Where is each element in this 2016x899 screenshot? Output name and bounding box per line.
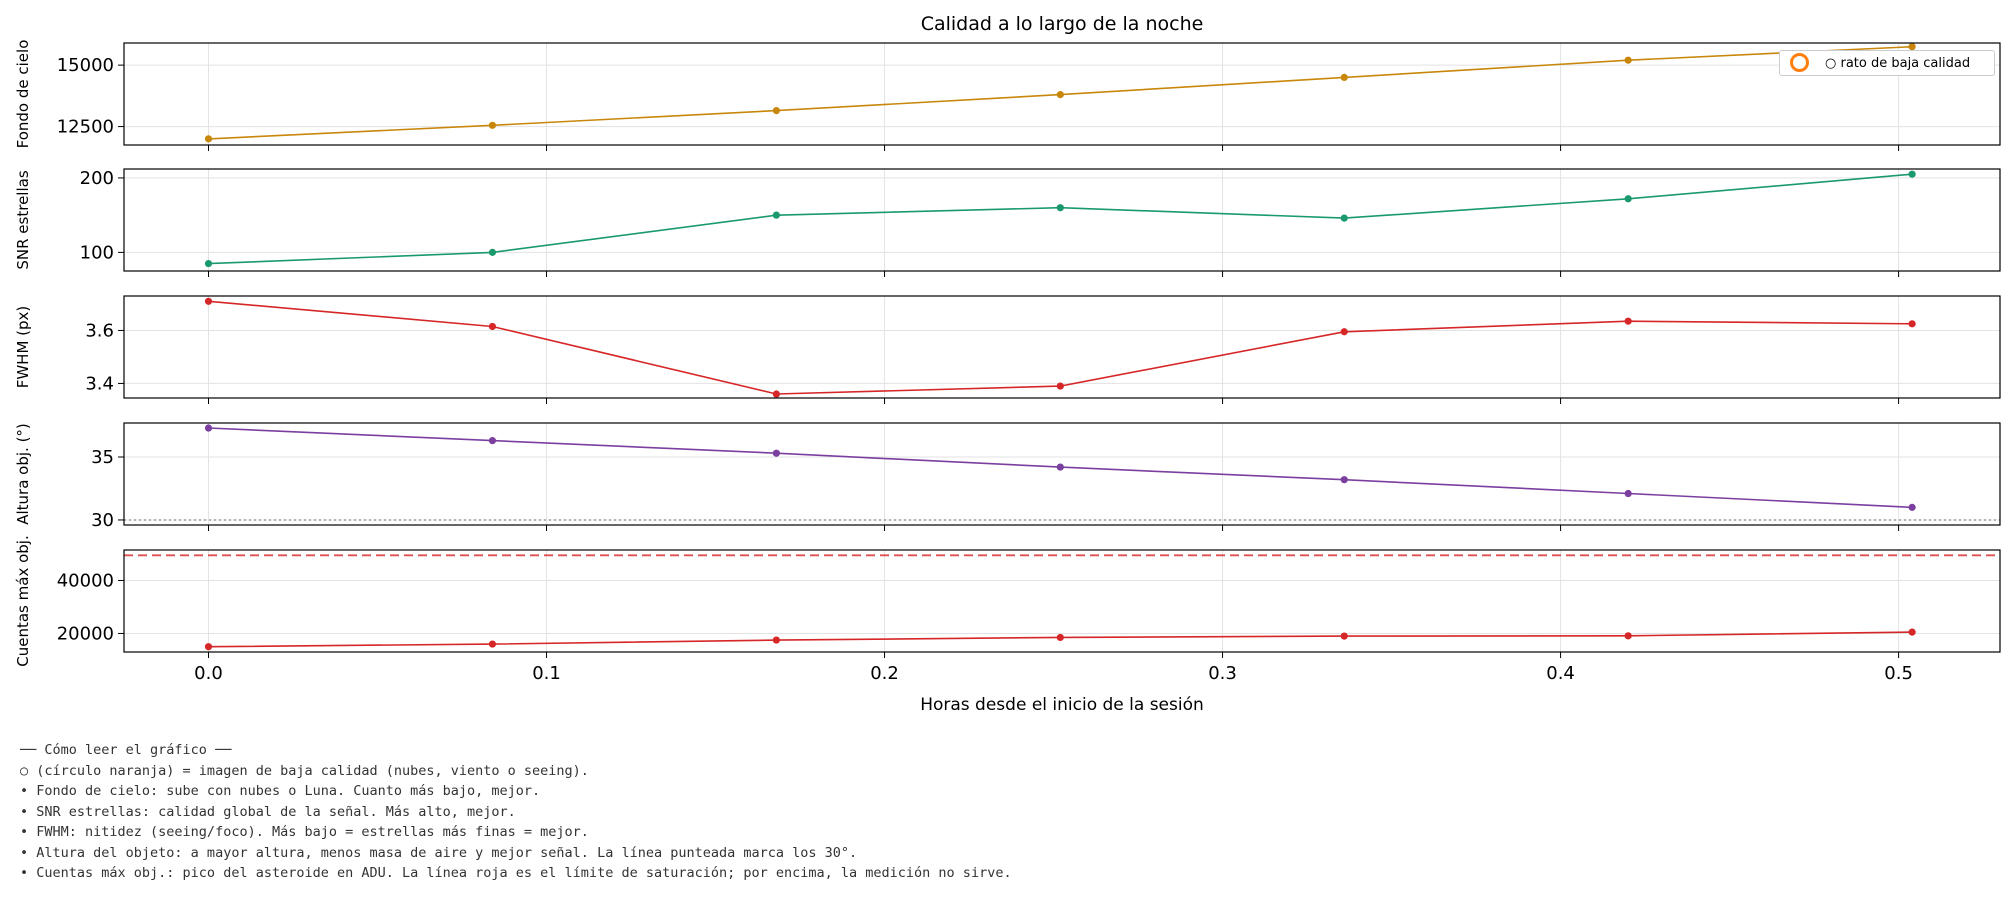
y-axis-label: FWHM (px) (14, 306, 32, 389)
data-point (1056, 463, 1064, 471)
panel-frame (123, 422, 2001, 526)
x-tick-label: 0.3 (1208, 663, 1237, 684)
reading-guide-line: • Cuentas máx obj.: pico del asteroide e… (20, 865, 1012, 881)
panel-3: 3.4 3.6 FWHM (px) (14, 295, 2001, 404)
data-point (204, 297, 213, 305)
x-tick-label: 0.1 (532, 663, 561, 684)
data-point (772, 449, 780, 457)
x-axis-label: Horas desde el inicio de la sesión (920, 695, 1204, 715)
y-axis-label: Altura obj. (°) (14, 423, 32, 525)
y-tick-label: 30 (91, 510, 114, 531)
series-line (208, 173, 1913, 265)
quality-chart: Calidad a lo largo de la noche 12500 1500… (14, 13, 2001, 715)
x-tick-label: 0.4 (1546, 663, 1575, 684)
data-point (1056, 382, 1064, 390)
reading-guide-line: • SNR estrellas: calidad global de la se… (20, 803, 516, 820)
y-tick-label: 3.6 (85, 320, 114, 341)
series-line (208, 300, 1913, 395)
x-tick-label: 0.2 (870, 663, 899, 684)
data-point (1056, 633, 1064, 642)
data-point (1908, 43, 1916, 51)
data-point (1908, 170, 1916, 178)
panel-frame (123, 42, 2001, 146)
panel-frame (123, 168, 2001, 272)
data-point (204, 135, 213, 143)
panel-1: 12500 15000 Fondo de cielo (14, 40, 2001, 151)
reading-guide-line: • FWHM: nitidez (seeing/foco). Más bajo … (20, 824, 589, 840)
data-point (1340, 632, 1348, 640)
data-point (488, 640, 497, 648)
data-point (1340, 73, 1348, 82)
data-point (1624, 195, 1632, 203)
data-point (488, 322, 497, 331)
panel-5: 20000 40000 Cuentas máx obj. 0.0 0.1 0.2 0.3 0.… (14, 535, 2001, 684)
x-tick-label: 0.0 (194, 663, 223, 684)
low-quality-circle-icon (1790, 53, 1809, 72)
data-point (772, 211, 780, 219)
data-point (1908, 628, 1916, 636)
chart-title: Calidad a lo largo de la noche (921, 13, 1204, 35)
reading-guide-line: ○ (círculo naranja) = imagen de baja cal… (20, 762, 589, 779)
panel-frame (123, 295, 2001, 399)
data-point (1056, 91, 1064, 99)
reading-guide: ── Cómo leer el gráfico ── ○ (círculo na… (20, 740, 1012, 884)
data-point (488, 437, 497, 445)
panel-frame (123, 549, 2001, 653)
data-point (204, 259, 213, 268)
data-point (488, 121, 497, 129)
data-point (1624, 632, 1632, 640)
panel-4: 30 35 Altura obj. (°) (14, 422, 2001, 531)
y-axis-label: SNR estrellas (14, 170, 32, 269)
data-point (1624, 56, 1632, 64)
y-tick-label: 100 (80, 242, 114, 263)
reading-guide-line: • Altura del objeto: a mayor altura, men… (20, 844, 858, 861)
y-tick-label: 20000 (57, 623, 114, 644)
data-point (1908, 503, 1916, 511)
data-point (204, 643, 213, 651)
legend: ○ rato de baja calidad (1779, 50, 1995, 76)
reading-guide-heading: ── Cómo leer el gráfico ── (20, 742, 232, 758)
y-tick-label: 3.4 (85, 373, 114, 394)
data-point (204, 424, 213, 432)
panels-layer: 12500 15000 Fondo de cielo 100 200 SNR estrel… (14, 40, 2001, 684)
y-tick-label: 35 (91, 447, 114, 468)
y-axis-label: Cuentas máx obj. (14, 535, 32, 666)
y-tick-label: 12500 (57, 117, 114, 138)
data-point (1340, 214, 1348, 222)
data-point (1624, 489, 1632, 498)
data-point (1340, 328, 1348, 336)
data-point (1908, 320, 1916, 328)
data-point (1340, 476, 1348, 484)
data-point (1056, 204, 1064, 212)
data-point (772, 390, 780, 398)
data-point (772, 106, 780, 115)
legend-label: ○ rato de baja calidad (1825, 56, 1971, 71)
data-point (488, 248, 497, 256)
y-tick-label: 40000 (57, 570, 114, 591)
panel-2: 100 200 SNR estrellas (14, 168, 2001, 277)
y-axis-label: Fondo de cielo (14, 40, 32, 149)
x-tick-label: 0.5 (1884, 663, 1913, 684)
data-point (1624, 317, 1632, 325)
y-tick-label: 15000 (57, 55, 114, 76)
y-tick-label: 200 (80, 168, 114, 189)
reading-guide-line: • Fondo de cielo: sube con nubes o Luna.… (20, 783, 541, 799)
data-point (772, 636, 780, 644)
